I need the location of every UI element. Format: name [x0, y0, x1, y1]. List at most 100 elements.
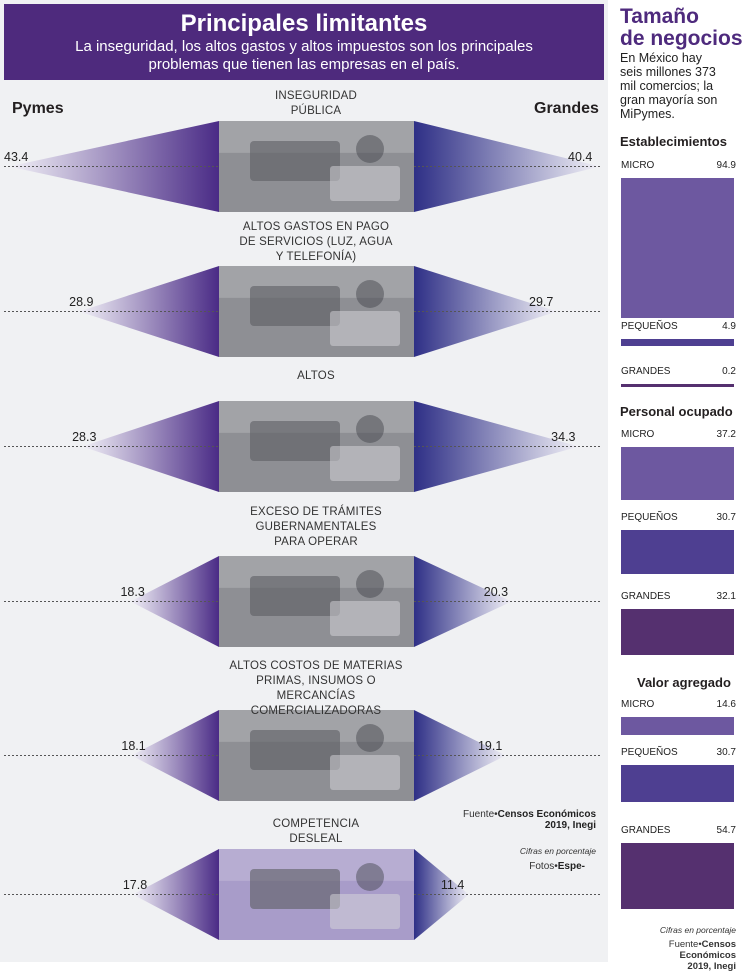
category-label-line: INSEGURIDAD	[274, 90, 358, 102]
grandes-value-label: 34.3	[551, 429, 576, 444]
sidebar-section-title: Establecimientos	[620, 134, 727, 149]
sidebar-title-line-2: de negocios	[620, 27, 743, 50]
pymes-wedge	[132, 849, 219, 940]
grandes-value-label: 40.4	[568, 149, 593, 164]
sidebar-row-label: PEQUEÑOS	[621, 747, 678, 758]
intro-line: MiPymes.	[620, 107, 675, 121]
sidebar-row-value: 30.7	[716, 512, 736, 523]
photo-credit: Fotos•Espe-	[430, 861, 585, 872]
category-photo	[219, 266, 414, 357]
sidebar-row-label: MICRO	[621, 699, 655, 710]
sidebar-intro: En México hay seis millones 373 mil come…	[620, 51, 748, 121]
sidebar-section-title: Personal ocupado	[620, 404, 733, 419]
sidebar-row-value: 54.7	[716, 825, 736, 836]
category-label-line: PARA OPERAR	[274, 536, 358, 548]
pymes-value-label: 28.3	[72, 429, 97, 444]
sidebar-row-label: GRANDES	[621, 591, 671, 602]
intro-line: En México hay	[620, 51, 702, 65]
category-photo	[219, 401, 414, 492]
category-label-line: ALTOS COSTOS DE MATERIAS	[229, 660, 403, 672]
sidebar-bar	[621, 843, 734, 909]
sidebar-bar	[621, 717, 734, 735]
infographic-main: Principales limitantes La inseguridad, l…	[0, 0, 608, 962]
sidebar-bar	[621, 384, 734, 387]
sidebar-row-value: 14.6	[716, 699, 736, 710]
category-label: INSEGURIDAD PÚBLICA	[218, 89, 414, 119]
category-label-line: EXCESO DE TRÁMITES	[250, 506, 382, 518]
pymes-wedge	[131, 710, 219, 801]
category-photo	[219, 556, 414, 647]
sidebar-row-label: GRANDES	[621, 825, 671, 836]
grandes-wedge	[414, 849, 469, 940]
category-label: COMPETENCIA DESLEAL	[218, 817, 414, 847]
sidebar-row-value: 32.1	[716, 591, 736, 602]
sidebar-row-value: 4.9	[722, 321, 736, 332]
photo-credit-name: Espe-	[557, 861, 585, 872]
sidebar-units-note: Cifras en porcentaje	[659, 925, 736, 935]
pymes-value-label: 43.4	[4, 149, 29, 164]
grandes-value-label: 20.3	[483, 584, 509, 599]
sidebar-bar	[621, 447, 734, 501]
grandes-wedge	[414, 266, 558, 357]
category-label-line: ALTOS GASTOS EN PAGO	[242, 221, 390, 233]
category-label-line: COMPETENCIA	[272, 818, 360, 830]
category-label-line: PRIMAS, INSUMOS O MERCANCÍAS	[256, 675, 376, 702]
sidebar-bar	[621, 609, 734, 655]
sidebar-source: Fuente•Censos Económicos 2019, Inegi	[612, 939, 736, 972]
sidebar-bar	[621, 765, 734, 803]
intro-line: gran mayoría son	[620, 93, 718, 107]
category-label-line: Y TELEFONÍA)	[275, 251, 357, 263]
sidebar-section-title: Valor agregado	[637, 675, 731, 690]
category-photo	[219, 121, 414, 212]
intro-line: mil comercios; la	[620, 79, 714, 93]
header-banner: Principales limitantes La inseguridad, l…	[4, 4, 604, 80]
sidebar-row-value: 30.7	[716, 747, 736, 758]
sidebar-row-label: GRANDES	[621, 366, 671, 377]
category-label: ALTOS	[218, 369, 414, 384]
page-title: Principales limitantes	[180, 10, 428, 37]
sidebar-title-line-1: Tamaño	[620, 5, 699, 28]
source-name-line-2: 2019, Inegi	[544, 820, 596, 831]
pymes-value-label: 18.1	[121, 738, 146, 753]
category-label-line: PÚBLICA	[290, 105, 342, 117]
units-note: Cifras en porcentaje	[519, 846, 596, 856]
sidebar-bar	[621, 530, 734, 574]
pymes-value-label: 28.9	[69, 294, 94, 309]
sidebar-bar	[621, 178, 734, 318]
funnel-chart	[4, 121, 600, 940]
source-credit: Fuente•Censos Económicos 2019, Inegi	[430, 809, 596, 831]
category-photo	[219, 849, 414, 940]
source-prefix: Fuente•	[463, 809, 498, 820]
sidebar-row-value: 37.2	[716, 429, 736, 440]
sidebar-business-size: Tamaño de negocios En México hay seis mi…	[612, 0, 750, 972]
sidebar-row-label: MICRO	[621, 429, 655, 440]
sidebar-row-label: MICRO	[621, 160, 655, 171]
sidebar-title: Tamaño de negocios	[620, 6, 743, 50]
sidebar-row-value: 0.2	[722, 366, 736, 377]
photo-credit-prefix: Fotos•	[529, 861, 558, 872]
intro-line: seis millones 373	[620, 65, 716, 79]
subtitle-line-2: problemas que tienen las empresas en el …	[148, 56, 460, 73]
category-photo	[219, 710, 414, 801]
column-label-pymes: Pymes	[12, 100, 64, 117]
grandes-value-label: 29.7	[529, 294, 554, 309]
grandes-value-label: 19.1	[477, 738, 503, 753]
sidebar-source-line-2: 2019, Inegi	[687, 961, 736, 972]
pymes-value-label: 17.8	[122, 877, 148, 892]
category-label: ALTOS GASTOS EN PAGO DE SERVICIOS (LUZ, A…	[218, 220, 414, 265]
sidebar-bar	[621, 339, 734, 347]
category-label-line: DE SERVICIOS (LUZ, AGUA	[239, 236, 393, 248]
pymes-value-label: 18.3	[120, 584, 145, 599]
sidebar-source-prefix: Fuente•	[668, 939, 702, 950]
category-label-line: DESLEAL	[289, 833, 343, 845]
pymes-wedge	[82, 401, 219, 492]
subtitle-line-1: La inseguridad, los altos gastos y altos…	[75, 38, 533, 55]
pymes-wedge	[130, 556, 219, 647]
grandes-wedge	[414, 401, 580, 492]
category-label-line: ALTOS	[297, 370, 335, 382]
sidebar-source-line-1: Censos Económicos	[679, 939, 737, 961]
category-label: ALTOS COSTOS DE MATERIAS PRIMAS, INSUMOS …	[218, 659, 414, 719]
sidebar-row-label: PEQUEÑOS	[621, 512, 678, 523]
source-name-line-1: Censos Económicos	[497, 809, 596, 820]
category-label: EXCESO DE TRÁMITES GUBERNAMENTALES PARA OP…	[218, 505, 414, 550]
